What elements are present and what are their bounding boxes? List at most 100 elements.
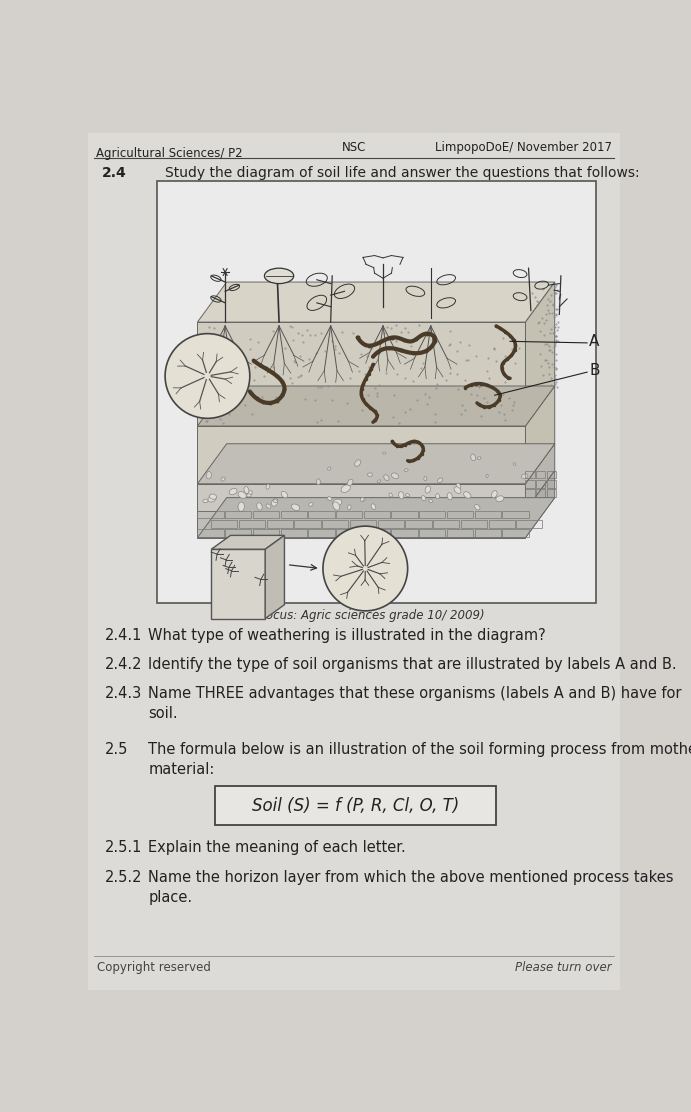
Bar — [363, 529, 390, 537]
Bar — [363, 510, 390, 518]
Text: LimpopoDoE/ November 2017: LimpopoDoE/ November 2017 — [435, 141, 612, 155]
Ellipse shape — [348, 505, 351, 509]
Polygon shape — [525, 282, 555, 426]
Polygon shape — [198, 444, 555, 484]
Bar — [253, 529, 279, 537]
Bar — [308, 510, 334, 518]
Ellipse shape — [281, 492, 287, 498]
Bar — [525, 470, 535, 478]
Bar — [433, 520, 460, 528]
Bar — [406, 520, 431, 528]
Text: 2.5.1: 2.5.1 — [105, 841, 142, 855]
Ellipse shape — [244, 487, 249, 494]
Text: A: A — [589, 334, 600, 349]
Ellipse shape — [464, 492, 471, 498]
Text: Name THREE advantages that these organisms (labels A and B) have for: Name THREE advantages that these organis… — [148, 686, 681, 702]
Ellipse shape — [221, 477, 225, 481]
Polygon shape — [198, 282, 555, 322]
Bar — [525, 480, 535, 488]
Bar — [198, 510, 224, 518]
Text: 2.4.1: 2.4.1 — [105, 628, 142, 643]
Ellipse shape — [384, 475, 389, 480]
Ellipse shape — [207, 471, 211, 479]
Text: What type of weathering is illustrated in the diagram?: What type of weathering is illustrated i… — [148, 628, 546, 643]
Ellipse shape — [471, 454, 475, 460]
Ellipse shape — [272, 498, 278, 506]
Text: Name the horizon layer from which the above mentioned process takes: Name the horizon layer from which the ab… — [148, 870, 674, 884]
Bar — [281, 529, 307, 537]
Bar — [547, 480, 556, 488]
Text: 2.4: 2.4 — [102, 166, 126, 180]
Ellipse shape — [332, 499, 342, 506]
Bar — [253, 510, 279, 518]
Ellipse shape — [371, 504, 376, 509]
Bar — [350, 520, 376, 528]
Text: Agricultural Sciences/ P2: Agricultural Sciences/ P2 — [96, 147, 243, 160]
Ellipse shape — [341, 485, 350, 493]
Ellipse shape — [475, 505, 480, 510]
Bar — [536, 470, 545, 478]
Ellipse shape — [266, 504, 271, 508]
Ellipse shape — [266, 484, 269, 489]
Ellipse shape — [456, 484, 461, 489]
Ellipse shape — [203, 499, 208, 503]
Ellipse shape — [354, 460, 361, 466]
Text: Study the diagram of soil life and answer the questions that follows:: Study the diagram of soil life and answe… — [165, 166, 640, 180]
Bar — [516, 520, 542, 528]
Ellipse shape — [422, 496, 426, 500]
Ellipse shape — [404, 469, 408, 471]
Text: 2.4.2: 2.4.2 — [105, 657, 142, 672]
Ellipse shape — [447, 493, 452, 499]
Bar — [502, 529, 529, 537]
Text: B: B — [589, 364, 600, 378]
Ellipse shape — [477, 457, 481, 459]
Ellipse shape — [368, 473, 372, 476]
Polygon shape — [265, 535, 285, 618]
Ellipse shape — [328, 497, 332, 500]
Bar — [392, 510, 417, 518]
Text: Soil (S) = f (P, R, Cl, O, T): Soil (S) = f (P, R, Cl, O, T) — [252, 796, 460, 815]
Bar — [447, 510, 473, 518]
Bar — [158, 181, 596, 603]
Ellipse shape — [238, 502, 245, 512]
Ellipse shape — [274, 499, 277, 503]
Bar — [211, 520, 238, 528]
Ellipse shape — [292, 504, 300, 510]
Bar — [475, 510, 501, 518]
Ellipse shape — [309, 503, 313, 506]
Text: Identify the type of soil organisms that are illustrated by labels A and B.: Identify the type of soil organisms that… — [148, 657, 676, 672]
Text: Please turn over: Please turn over — [515, 961, 612, 974]
Ellipse shape — [247, 494, 251, 497]
Bar — [294, 520, 321, 528]
Ellipse shape — [328, 467, 331, 470]
Bar — [419, 529, 446, 537]
Bar — [447, 529, 473, 537]
Bar — [525, 489, 535, 497]
Ellipse shape — [316, 479, 321, 485]
Bar — [225, 510, 252, 518]
Bar — [239, 520, 265, 528]
Bar — [536, 489, 545, 497]
Circle shape — [323, 526, 408, 610]
Ellipse shape — [486, 475, 489, 477]
Bar — [547, 489, 556, 497]
Polygon shape — [198, 484, 525, 510]
Text: The formula below is an illustration of the soil forming process from mother: The formula below is an illustration of … — [148, 742, 691, 757]
Ellipse shape — [425, 486, 430, 493]
Bar — [336, 510, 362, 518]
Ellipse shape — [424, 477, 427, 480]
Bar — [336, 529, 362, 537]
Polygon shape — [198, 386, 555, 426]
Text: material:: material: — [148, 762, 214, 777]
Ellipse shape — [257, 503, 262, 510]
Bar — [211, 549, 265, 618]
Ellipse shape — [333, 502, 340, 510]
Circle shape — [165, 334, 250, 418]
Ellipse shape — [496, 496, 504, 502]
Polygon shape — [198, 498, 555, 538]
Bar — [198, 529, 224, 537]
Bar — [267, 520, 293, 528]
Bar — [489, 520, 515, 528]
Polygon shape — [525, 470, 555, 538]
Ellipse shape — [389, 493, 392, 497]
